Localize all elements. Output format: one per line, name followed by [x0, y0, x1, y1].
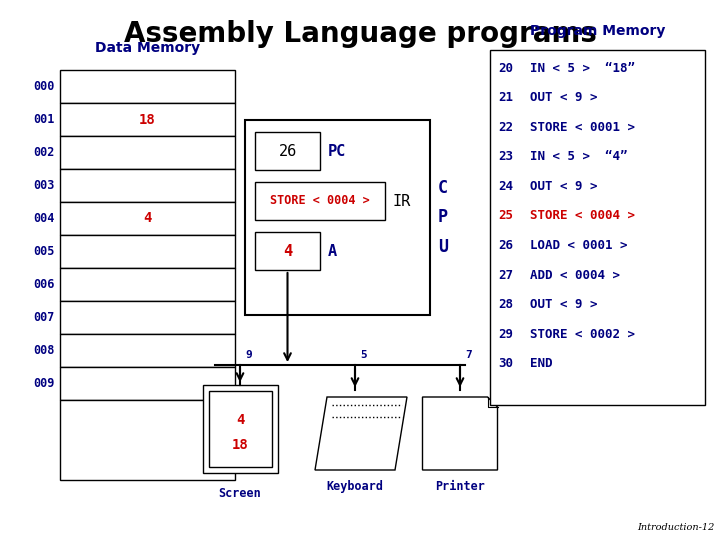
Text: IN < 5 >  “18”: IN < 5 > “18” [530, 62, 635, 75]
Text: STORE < 0002 >: STORE < 0002 > [530, 328, 635, 341]
Bar [245, 120, 430, 315]
Text: 26: 26 [498, 239, 513, 252]
Bar [255, 232, 320, 270]
Text: 4: 4 [143, 212, 152, 226]
Text: 28: 28 [498, 298, 513, 311]
Text: IN < 5 >  “4”: IN < 5 > “4” [530, 150, 628, 163]
Text: END: END [530, 357, 552, 370]
Text: C
P
U: C P U [438, 179, 448, 256]
Text: 20: 20 [498, 62, 513, 75]
Text: STORE < 0001 >: STORE < 0001 > [530, 120, 635, 134]
Bar [255, 132, 320, 170]
Bar [209, 391, 271, 467]
Bar [60, 103, 235, 136]
Text: 9: 9 [245, 350, 252, 360]
Bar [60, 202, 235, 235]
Text: 29: 29 [498, 328, 513, 341]
Text: 003: 003 [34, 179, 55, 192]
Text: 26: 26 [279, 144, 297, 159]
Text: Screen: Screen [219, 487, 261, 500]
Text: 22: 22 [498, 120, 513, 134]
Bar [60, 301, 235, 334]
Polygon shape [315, 397, 407, 470]
Text: 30: 30 [498, 357, 513, 370]
Text: OUT < 9 >: OUT < 9 > [530, 298, 598, 311]
Text: 007: 007 [34, 311, 55, 324]
Text: Data Memory: Data Memory [95, 41, 200, 55]
Text: Keyboard: Keyboard [326, 480, 384, 493]
Bar [60, 268, 235, 301]
Text: Introduction-12: Introduction-12 [638, 523, 715, 532]
Bar [255, 182, 385, 220]
Bar [60, 400, 235, 480]
Text: 7: 7 [465, 350, 472, 360]
Bar [60, 367, 235, 400]
Text: STORE < 0004 >: STORE < 0004 > [270, 194, 370, 207]
Text: 006: 006 [34, 278, 55, 291]
Text: 18: 18 [232, 438, 248, 452]
Text: 005: 005 [34, 245, 55, 258]
Bar [60, 136, 235, 169]
Bar [60, 334, 235, 367]
Text: 009: 009 [34, 377, 55, 390]
Text: Printer: Printer [435, 480, 485, 493]
Bar [60, 169, 235, 202]
Text: Assembly Language programs: Assembly Language programs [124, 20, 596, 48]
Text: 23: 23 [498, 150, 513, 163]
Bar [60, 70, 235, 103]
Text: 18: 18 [139, 112, 156, 126]
Text: 5: 5 [360, 350, 366, 360]
Text: 004: 004 [34, 212, 55, 225]
Text: LOAD < 0001 >: LOAD < 0001 > [530, 239, 628, 252]
Text: A: A [328, 244, 337, 259]
Text: 27: 27 [498, 268, 513, 281]
Text: 4: 4 [236, 413, 244, 427]
Text: OUT < 9 >: OUT < 9 > [530, 180, 598, 193]
Text: 21: 21 [498, 91, 513, 104]
Text: 000: 000 [34, 80, 55, 93]
Polygon shape [423, 397, 498, 470]
Bar [202, 385, 277, 473]
Text: 25: 25 [498, 210, 513, 222]
Text: IR: IR [393, 193, 411, 208]
Bar [60, 235, 235, 268]
Text: 24: 24 [498, 180, 513, 193]
Text: ADD < 0004 >: ADD < 0004 > [530, 268, 620, 281]
Text: STORE < 0004 >: STORE < 0004 > [530, 210, 635, 222]
Bar [490, 50, 705, 405]
Text: 001: 001 [34, 113, 55, 126]
Text: 008: 008 [34, 344, 55, 357]
Text: PC: PC [328, 144, 346, 159]
Text: 002: 002 [34, 146, 55, 159]
Text: 4: 4 [283, 244, 292, 259]
Text: Program Memory: Program Memory [530, 24, 665, 38]
Text: OUT < 9 >: OUT < 9 > [530, 91, 598, 104]
